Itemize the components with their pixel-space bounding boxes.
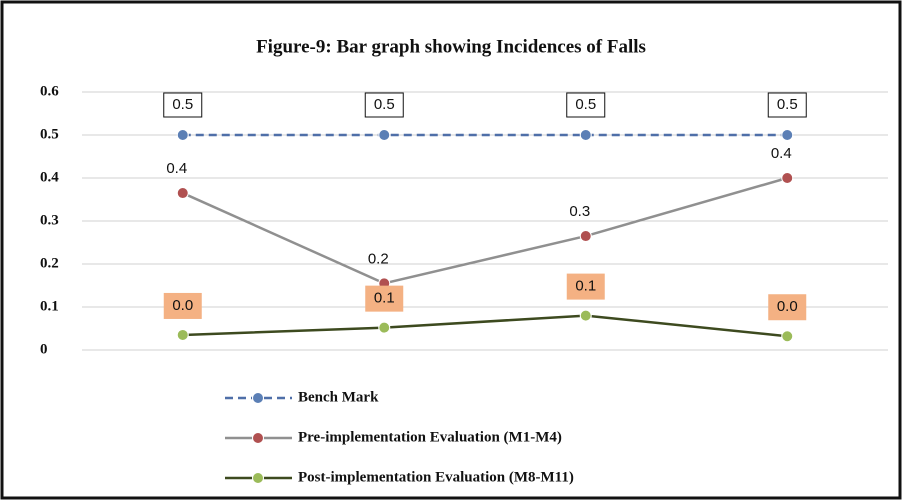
label-box bbox=[768, 294, 807, 321]
series-line bbox=[182, 314, 788, 338]
data-label: 0.5 bbox=[172, 96, 193, 113]
label-box bbox=[365, 285, 404, 312]
legend-marker bbox=[252, 432, 264, 444]
data-label: 0.1 bbox=[374, 290, 395, 307]
y-tick-label: 0.4 bbox=[40, 169, 59, 185]
y-tick-label: 0.1 bbox=[40, 298, 59, 314]
legend-marker bbox=[252, 472, 264, 484]
y-tick-label: 0 bbox=[40, 341, 48, 357]
marker bbox=[781, 129, 794, 141]
legend-marker bbox=[252, 392, 264, 404]
data-label: 0.2 bbox=[368, 250, 389, 267]
y-tick-label: 0.5 bbox=[40, 126, 59, 142]
marker bbox=[579, 230, 592, 243]
chart-title: Figure-9: Bar graph showing Incidences o… bbox=[256, 36, 646, 57]
data-label: 0.5 bbox=[575, 96, 596, 113]
marker bbox=[176, 187, 189, 200]
label-box bbox=[566, 273, 605, 300]
marker bbox=[781, 172, 794, 184]
marker bbox=[579, 129, 592, 141]
data-label: 0.0 bbox=[172, 297, 193, 314]
data-label: 0.5 bbox=[777, 96, 798, 113]
marker bbox=[781, 330, 794, 343]
data-label: 0.5 bbox=[374, 96, 395, 113]
legend-label: Pre-implementation Evaluation (M1-M4) bbox=[298, 429, 562, 445]
y-tick-label: 0.3 bbox=[40, 212, 59, 228]
marker bbox=[378, 321, 391, 334]
data-label: 0.3 bbox=[569, 203, 590, 220]
data-label: 0.4 bbox=[166, 160, 187, 177]
y-tick-label: 0.6 bbox=[40, 83, 59, 99]
label-box bbox=[767, 92, 807, 118]
marker bbox=[579, 309, 592, 322]
label-box bbox=[163, 92, 203, 118]
marker bbox=[176, 129, 189, 141]
legend-label: Post-implementation Evaluation (M8-M11) bbox=[298, 469, 574, 485]
label-box bbox=[163, 292, 202, 319]
data-label: 0.4 bbox=[771, 145, 792, 162]
label-box bbox=[364, 92, 404, 118]
data-label: 0.1 bbox=[575, 278, 596, 295]
series-line bbox=[182, 176, 788, 285]
data-label: 0.0 bbox=[777, 298, 798, 315]
marker bbox=[378, 129, 391, 141]
y-tick-label: 0.2 bbox=[40, 255, 59, 271]
label-box bbox=[566, 92, 606, 118]
marker bbox=[176, 328, 189, 341]
legend-label: Bench Mark bbox=[298, 389, 379, 405]
